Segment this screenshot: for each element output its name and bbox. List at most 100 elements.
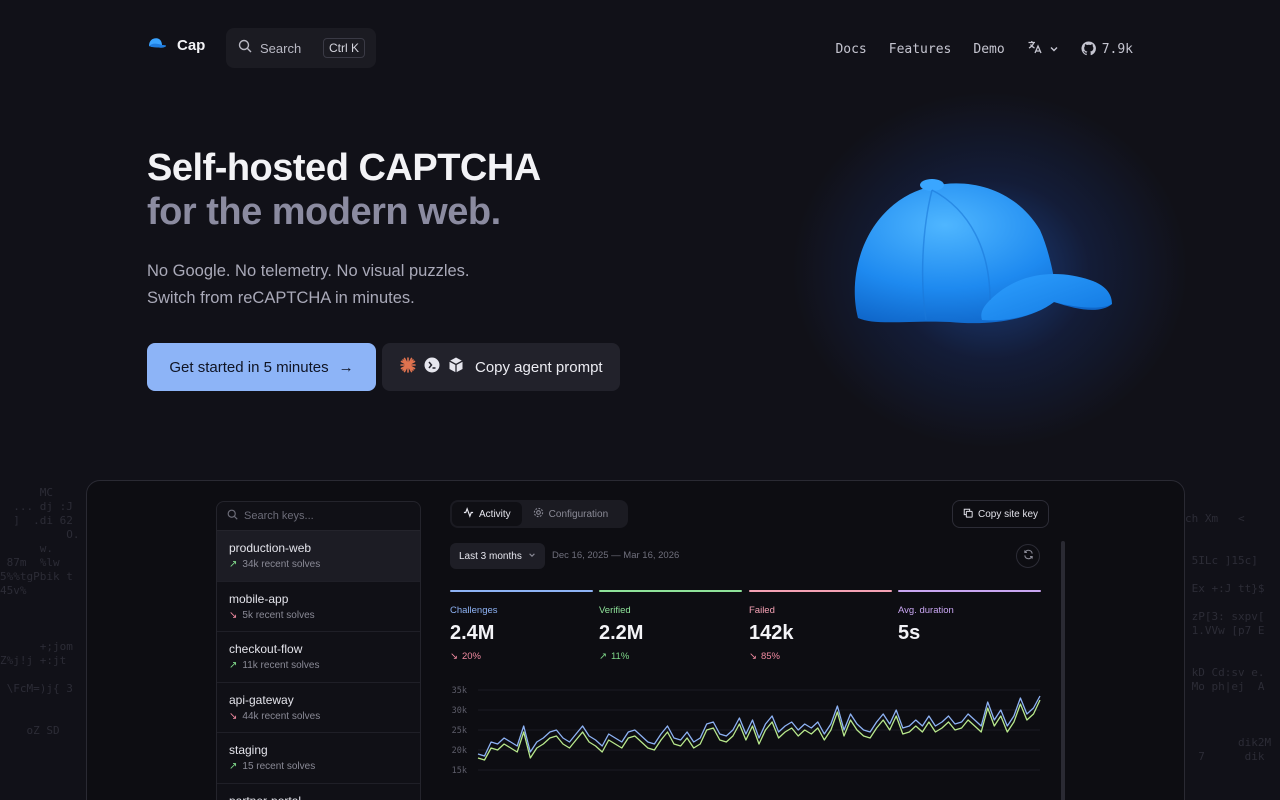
- search-shortcut: Ctrl K: [323, 38, 365, 58]
- trend-down-icon: ↘: [229, 609, 238, 621]
- y-tick-label: 35k: [452, 686, 467, 696]
- activity-chart: 35k 30k 25k 20k 15k: [452, 686, 1041, 776]
- hero-subtitle-line2: Switch from reCAPTCHA in minutes.: [147, 289, 415, 307]
- get-started-label: Get started in 5 minutes: [169, 358, 329, 376]
- stat-label: Challenges: [450, 605, 498, 616]
- copy-icon: [963, 508, 973, 521]
- background-code-left: MC ... dj :J ] .di 62 O. w. 87m %lw 5%%t…: [0, 486, 80, 737]
- search-label: Search: [260, 40, 302, 56]
- nav-link-features[interactable]: Features: [888, 42, 952, 57]
- y-tick-label: 15k: [452, 766, 467, 776]
- trend-down-icon: ↘: [229, 710, 238, 722]
- tab-activity-label: Activity: [479, 508, 511, 520]
- dashboard-tabs: Activity Configuration: [450, 500, 628, 528]
- github-star-count: 7.9k: [1101, 42, 1133, 57]
- get-started-button[interactable]: Get started in 5 minutes →: [147, 343, 376, 391]
- background-code-right: ch Xm < 5ILc ]15c] Ex +:J tt}$ zP[3: sxp…: [1185, 512, 1272, 763]
- search-icon: [227, 507, 238, 525]
- stat-change: 85%: [760, 651, 780, 662]
- stat-value: 5s: [898, 622, 921, 644]
- stat-accent-bar: [898, 590, 1041, 592]
- hero-subtitle-line1: No Google. No telemetry. No visual puzzl…: [147, 262, 470, 280]
- nav-links: Docs Features Demo 7.9k: [835, 39, 1133, 60]
- claude-icon: [399, 356, 417, 378]
- y-tick-label: 30k: [452, 706, 467, 716]
- refresh-icon: [1023, 547, 1034, 565]
- hero-title-line1: Self-hosted CAPTCHA: [147, 147, 541, 189]
- series-line-challenges: [477, 695, 1041, 757]
- stat-card-challenges: Challenges 2.4M ↘ 20%: [450, 590, 593, 662]
- key-name: mobile-app: [229, 591, 289, 606]
- key-list-item[interactable]: api-gateway ↘ 44k recent solves: [217, 683, 420, 733]
- trend-down-icon: ↘: [450, 651, 458, 662]
- date-range-label: Last 3 months: [459, 550, 522, 562]
- key-name: checkout-flow: [229, 642, 303, 656]
- series-line-verified: [477, 699, 1041, 761]
- key-list-item[interactable]: partner-portal: [217, 784, 420, 800]
- trend-down-icon: ↘: [749, 651, 757, 662]
- key-name: partner-portal: [229, 794, 408, 800]
- copy-site-key-button[interactable]: Copy site key: [952, 500, 1049, 528]
- activity-icon: [463, 507, 474, 521]
- cube-icon: [447, 356, 465, 378]
- copy-agent-prompt-button[interactable]: Copy agent prompt: [382, 343, 620, 391]
- trend-up-icon: ↗: [229, 761, 238, 772]
- cap-logo-icon: [147, 36, 167, 55]
- trend-up-icon: ↗: [229, 559, 238, 570]
- key-name: staging: [229, 743, 268, 757]
- key-list-item[interactable]: production-web ↗ 34k recent solves: [217, 531, 420, 582]
- tab-configuration[interactable]: Configuration: [522, 502, 619, 526]
- key-list-item[interactable]: staging ↗ 15 recent solves: [217, 733, 420, 784]
- keys-panel: Search keys... production-web ↗ 34k recen…: [216, 501, 421, 800]
- stat-card-avg-duration: Avg. duration 5s: [898, 590, 1041, 645]
- trend-up-icon: ↗: [599, 651, 607, 662]
- trend-up-icon: ↗: [229, 660, 238, 671]
- chevron-down-icon: [1049, 41, 1059, 59]
- copy-agent-prompt-label: Copy agent prompt: [475, 358, 603, 376]
- chevron-down-icon: [528, 551, 536, 562]
- keys-search-field[interactable]: Search keys...: [217, 502, 420, 531]
- hero-subtitle: No Google. No telemetry. No visual puzzl…: [147, 258, 470, 312]
- y-tick-label: 20k: [452, 746, 467, 756]
- nav-link-demo[interactable]: Demo: [973, 42, 1005, 57]
- hero-title: Self-hosted CAPTCHA for the modern web.: [147, 146, 541, 234]
- stat-change: 11%: [610, 651, 630, 662]
- stat-value: 2.2M: [599, 622, 644, 644]
- language-switcher[interactable]: [1027, 39, 1059, 60]
- arrow-right-icon: →: [338, 358, 354, 376]
- github-icon: [1081, 40, 1096, 59]
- scrollbar[interactable]: [1061, 541, 1065, 800]
- stat-value: 142k: [749, 622, 794, 644]
- github-stars-link[interactable]: 7.9k: [1081, 40, 1133, 59]
- stat-label: Failed: [749, 605, 775, 616]
- y-tick-label: 25k: [452, 726, 467, 736]
- stat-label: Avg. duration: [898, 605, 954, 616]
- copy-site-key-label: Copy site key: [978, 508, 1039, 520]
- tab-configuration-label: Configuration: [548, 508, 609, 520]
- nav-link-docs[interactable]: Docs: [835, 42, 867, 57]
- gear-icon: [533, 507, 544, 521]
- translate-icon: [1027, 39, 1043, 60]
- key-name: production-web: [229, 541, 312, 555]
- stat-card-failed: Failed 142k ↘ 85%: [749, 590, 892, 662]
- key-solves: 11k recent solves: [242, 660, 320, 671]
- stat-label: Verified: [599, 605, 631, 616]
- date-range-dates: Dec 16, 2025 — Mar 16, 2026: [552, 550, 680, 561]
- date-range-select[interactable]: Last 3 months: [450, 543, 545, 569]
- top-navigation: Cap Search Ctrl K Docs Features Demo 7.9…: [147, 28, 1133, 68]
- stat-card-verified: Verified 2.2M ↗ 11%: [599, 590, 742, 662]
- agent-icon: [423, 356, 441, 378]
- key-solves: 44k recent solves: [242, 710, 321, 722]
- key-solves: 15 recent solves: [242, 761, 316, 772]
- key-list-item[interactable]: mobile-app ↘ 5k recent solves: [217, 582, 420, 632]
- search-button[interactable]: Search Ctrl K: [226, 28, 376, 68]
- key-list-item[interactable]: checkout-flow ↗ 11k recent solves: [217, 632, 420, 683]
- brand-logo[interactable]: Cap: [147, 36, 205, 55]
- key-name: api-gateway: [229, 692, 294, 707]
- stat-value: 2.4M: [450, 622, 495, 644]
- tab-activity[interactable]: Activity: [452, 502, 522, 526]
- refresh-button[interactable]: [1016, 544, 1040, 568]
- cap-illustration: [840, 170, 1120, 335]
- search-icon: [238, 39, 252, 58]
- brand-name: Cap: [177, 37, 206, 54]
